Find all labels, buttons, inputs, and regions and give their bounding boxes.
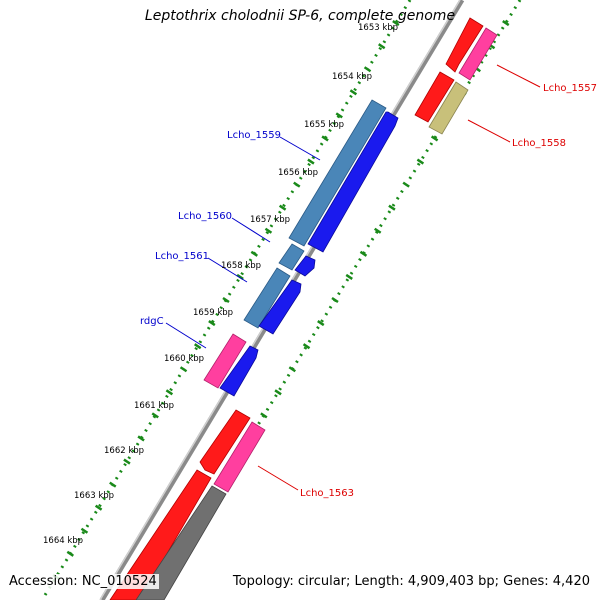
cds-lcho-1558-red[interactable]: [414, 71, 455, 123]
track-0-major-tick: [109, 481, 117, 488]
track-1-major-tick: [302, 343, 311, 350]
callout-rdgc: [165, 322, 207, 349]
tick-label-1663: 1663 kbp: [74, 491, 114, 501]
track-1-major-tick: [331, 296, 339, 304]
tick-label-1658: 1658 kbp: [221, 261, 261, 271]
tick-label-1661: 1661 kbp: [134, 401, 174, 411]
track-0-major-tick: [80, 527, 89, 534]
map-title: Leptothrix cholodnii SP-6, complete geno…: [144, 8, 456, 24]
gene-label-lcho-1559[interactable]: Lcho_1559: [227, 130, 281, 141]
track-0-major-tick: [363, 66, 372, 73]
track-0-major-tick: [264, 227, 273, 234]
cds-grey-long[interactable]: [135, 485, 227, 600]
track-0-major-tick: [293, 181, 301, 188]
cds-rdgc-blue[interactable]: [219, 345, 259, 397]
tick-label-1659: 1659 kbp: [193, 308, 233, 318]
track-1-major-tick: [373, 227, 382, 234]
cds-lcho-1560-blue[interactable]: [294, 255, 316, 277]
cds-lcho-1563-pink[interactable]: [213, 421, 266, 493]
track-0-major-tick: [377, 43, 386, 50]
callout-lcho-1563: [257, 465, 299, 491]
track-0-major-tick: [94, 504, 103, 511]
gene-label-lcho-1560[interactable]: Lcho_1560: [178, 211, 232, 222]
gene-label-lcho-1558[interactable]: Lcho_1558: [512, 138, 566, 149]
tick-label-1662: 1662 kbp: [104, 446, 144, 456]
track-0-major-tick: [349, 89, 358, 96]
callout-lcho-1561: [207, 257, 248, 283]
track-1-major-tick: [430, 135, 439, 142]
track-1-major-tick: [288, 366, 297, 373]
track-1-major-tick: [260, 412, 268, 419]
cds-lcho-1561-steel[interactable]: [243, 267, 291, 329]
gene-label-rdgc[interactable]: rdgC: [140, 316, 164, 327]
track-1-major-tick: [502, 20, 510, 27]
callout-lcho-1558: [467, 119, 511, 143]
cds-lcho-1561-blue[interactable]: [258, 279, 302, 335]
track-0-major-tick: [151, 412, 159, 419]
topology-text: Topology: circular; Length: 4,909,403 bp…: [230, 574, 592, 589]
track-0-major-tick: [66, 550, 75, 557]
callout-lcho-1560: [231, 217, 271, 243]
cds-lcho-1557-red[interactable]: [445, 17, 484, 73]
cds-lcho-1559-steel[interactable]: [288, 99, 387, 247]
track-0-major-tick: [208, 320, 216, 327]
callout-lcho-1559: [279, 136, 321, 161]
gene-label-lcho-1561[interactable]: Lcho_1561: [155, 251, 209, 262]
cds-red-long[interactable]: [109, 469, 212, 600]
track-0-major-tick: [392, 20, 400, 27]
tick-label-1653: 1653 kbp: [358, 23, 398, 33]
track-1-major-tick: [317, 320, 325, 327]
track-0-major-tick: [222, 296, 230, 304]
track-1-major-tick: [359, 250, 368, 257]
cds-lcho-1558-olive[interactable]: [428, 81, 469, 135]
cds-lcho-1563-red-upper[interactable]: [199, 409, 251, 475]
track-0-major-tick: [236, 273, 244, 280]
track-0-major-tick: [179, 366, 188, 373]
track-1-major-tick: [345, 273, 353, 280]
track-0-major-tick: [307, 158, 315, 165]
cds-rdgc-pink[interactable]: [203, 333, 247, 389]
track-1-major-tick: [416, 158, 425, 165]
tick-label-1660: 1660 kbp: [164, 354, 204, 364]
track-0-major-tick: [165, 389, 174, 396]
track-1-major-tick: [274, 389, 282, 396]
tick-label-1655: 1655 kbp: [304, 120, 344, 130]
gene-label-lcho-1557[interactable]: Lcho_1557: [543, 83, 597, 94]
track-0-major-tick: [193, 343, 202, 350]
track-1-major-tick: [402, 181, 410, 188]
gene-label-lcho-1563[interactable]: Lcho_1563: [300, 488, 354, 499]
cds-lcho-1557-pink[interactable]: [458, 27, 498, 81]
tick-label-1656: 1656 kbp: [278, 168, 318, 178]
accession-text: Accession: NC_010524: [7, 574, 159, 589]
cds-lcho-1560-steel[interactable]: [278, 243, 305, 271]
track-0-major-tick: [321, 135, 329, 142]
track-0-major-tick: [250, 250, 259, 257]
track-0-major-tick: [335, 112, 343, 119]
track-0-major-tick: [278, 204, 287, 211]
tick-label-1654: 1654 kbp: [332, 72, 372, 82]
track-0-major-tick: [137, 435, 145, 442]
track-0-major-tick: [123, 458, 131, 465]
cds-lcho-1559-blue[interactable]: [307, 111, 399, 253]
tick-label-1664: 1664 kbp: [43, 536, 83, 546]
tick-label-1657: 1657 kbp: [250, 215, 290, 225]
callout-lcho-1557: [496, 64, 541, 88]
track-1-major-tick: [388, 204, 396, 211]
